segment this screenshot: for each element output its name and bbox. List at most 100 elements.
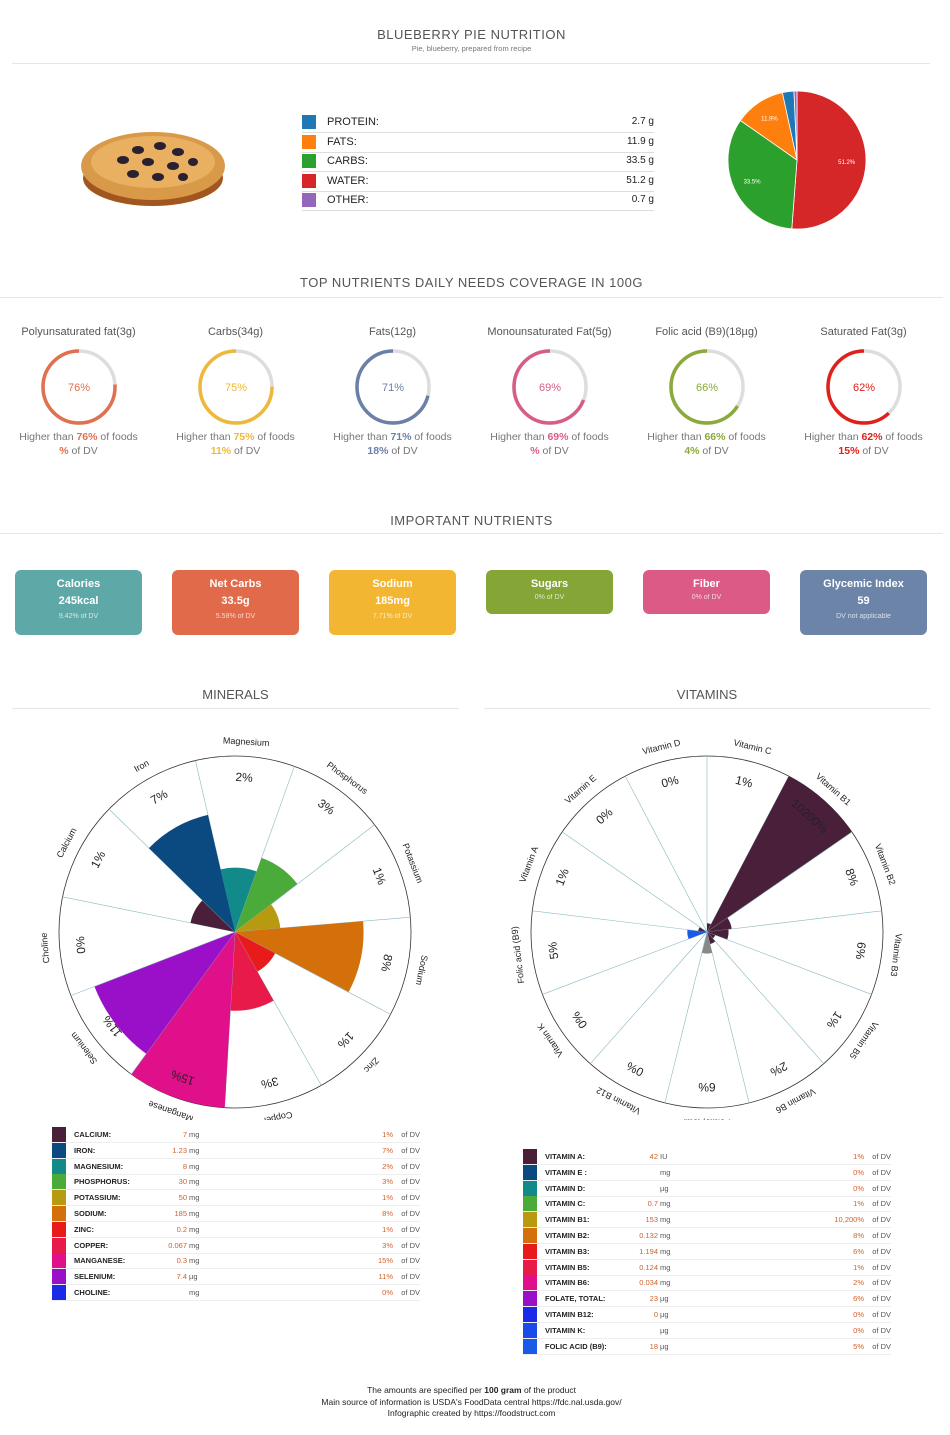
coverage-item: Monounsaturated Fat(5g) 69% Higher than 69…	[471, 326, 628, 457]
coverage-higher: Higher than 75% of foods	[157, 431, 314, 443]
row-of-dv: of DV	[401, 1145, 420, 1155]
row-amount: 0.3	[176, 1256, 187, 1266]
polar-label: Vitamin D	[641, 737, 682, 756]
dv-text: of DV	[68, 445, 98, 457]
row-name: CALCIUM:	[74, 1130, 112, 1139]
ring-percent: 62%	[852, 382, 874, 394]
macro-value: 11.9 g	[626, 135, 654, 147]
polar-percent: 3%	[315, 796, 338, 818]
higher-suffix: of foods	[97, 431, 138, 443]
higher-suffix: of foods	[254, 431, 295, 443]
row-name: VITAMIN B12:	[545, 1310, 594, 1319]
higher-suffix: of foods	[725, 431, 766, 443]
row-of-dv: of DV	[872, 1215, 891, 1225]
row-percent: 6%	[853, 1294, 864, 1304]
polar-wedge	[707, 932, 716, 939]
row-amount: 1.194	[639, 1246, 658, 1256]
row-unit: µg	[189, 1272, 198, 1282]
nutrient-row: VITAMIN B6: 0.034 mg 2% of DV	[523, 1275, 891, 1292]
polar-percent: 0%	[624, 1059, 646, 1080]
row-amount: 8	[182, 1161, 187, 1171]
polar-percent: 1%	[553, 866, 572, 887]
coverage-label: Saturated Fat(3g)	[820, 326, 907, 338]
polar-percent: 1%	[88, 848, 109, 870]
higher-pct: 75%	[233, 431, 255, 443]
nutrient-card: Sodium 185mg 7.71% of DV	[329, 570, 456, 635]
polar-percent: 1%	[370, 865, 389, 887]
row-unit: mg	[189, 1240, 200, 1250]
nutrient-row: MANGANESE: 0.3 mg 15% of DV	[52, 1253, 420, 1270]
coverage-higher: Higher than 62% of foods	[785, 431, 942, 443]
macro-name: WATER:	[327, 174, 369, 187]
polar-wedge	[707, 917, 732, 932]
row-percent: 8%	[382, 1209, 393, 1218]
row-amount: 0.2	[176, 1224, 187, 1234]
row-amount: 0.132	[639, 1231, 658, 1240]
nutrient-row: VITAMIN B2: 0.132 mg 8% of DV	[523, 1228, 891, 1244]
nutrient-row: PHOSPHORUS: 30 mg 3% of DV	[52, 1174, 420, 1191]
important-title: IMPORTANT NUTRIENTS	[390, 513, 553, 528]
ring-progress	[511, 349, 588, 425]
higher-prefix: Higher than	[333, 431, 391, 443]
vitamins-title: VITAMINS	[676, 687, 738, 702]
polar-wedge	[220, 867, 257, 932]
row-name: VITAMIN A:	[545, 1152, 585, 1161]
footer-bold: 100 gram	[484, 1385, 522, 1395]
row-name: PHOSPHORUS:	[74, 1177, 130, 1187]
row-color-swatch	[52, 1253, 66, 1269]
macro-color-swatch	[302, 134, 316, 149]
coverage-dv: % of DV	[471, 445, 628, 457]
row-color-swatch	[523, 1196, 537, 1212]
row-name: VITAMIN B2:	[545, 1231, 590, 1240]
higher-prefix: Higher than	[490, 431, 548, 443]
polar-spoke	[70, 931, 236, 996]
polar-spoke	[234, 824, 375, 933]
row-color-swatch	[52, 1127, 66, 1142]
polar-percent: 0%	[660, 773, 681, 791]
row-name: VITAMIN B5:	[545, 1262, 590, 1272]
ring-progress	[354, 349, 431, 425]
higher-pct: 62%	[861, 431, 883, 443]
row-color-swatch	[52, 1285, 66, 1300]
nutrient-row: IRON: 1.23 mg 7% of DV	[52, 1142, 420, 1159]
polar-percent: 8%	[378, 953, 395, 973]
row-color-swatch	[52, 1190, 66, 1206]
card-sub: 5.58% of DV	[215, 613, 256, 620]
row-name: VITAMIN D:	[545, 1183, 586, 1193]
card-title: Glycemic Index	[823, 578, 904, 590]
ring-percent: 66%	[695, 382, 717, 394]
macro-row: WATER: 51.2 g	[302, 172, 654, 192]
row-amount: 0	[653, 1310, 658, 1319]
row-color-swatch	[523, 1275, 537, 1291]
polar-label: Choline	[39, 932, 52, 963]
row-color-swatch	[523, 1149, 537, 1164]
row-color-swatch	[523, 1243, 537, 1259]
polar-label: Folic acid (B9)	[509, 926, 526, 984]
row-percent: 11%	[378, 1272, 393, 1282]
row-amount: 0.034	[639, 1278, 658, 1288]
polar-label: Zinc	[362, 1055, 381, 1075]
coverage-dv: 15% of DV	[785, 445, 942, 457]
row-color-swatch	[52, 1158, 66, 1174]
row-of-dv: of DV	[872, 1152, 891, 1161]
higher-prefix: Higher than	[176, 431, 234, 443]
row-unit: mg	[189, 1193, 200, 1203]
row-of-dv: of DV	[872, 1167, 891, 1177]
polar-wedge	[687, 929, 707, 939]
row-unit: mg	[189, 1177, 200, 1187]
coverage-item: Saturated Fat(3g) 62% Higher than 62% of f…	[785, 326, 942, 457]
macro-name: PROTEIN:	[327, 116, 379, 128]
row-percent: 5%	[853, 1341, 864, 1351]
row-of-dv: of DV	[872, 1246, 891, 1256]
pie-slice-label: 33.5%	[744, 179, 762, 185]
row-percent: 0%	[853, 1183, 864, 1193]
polar-label: Sodium	[414, 954, 430, 986]
minerals-title: MINERALS	[202, 687, 269, 702]
dv-text: of DV	[388, 445, 418, 457]
polar-percent: 6%	[698, 1080, 716, 1094]
coverage-item: Fats(12g) 71% Higher than 71% of foods 18% …	[314, 326, 471, 457]
polar-percent: 7%	[148, 787, 170, 808]
row-percent: 1%	[853, 1152, 864, 1161]
polar-wedge	[707, 932, 716, 945]
